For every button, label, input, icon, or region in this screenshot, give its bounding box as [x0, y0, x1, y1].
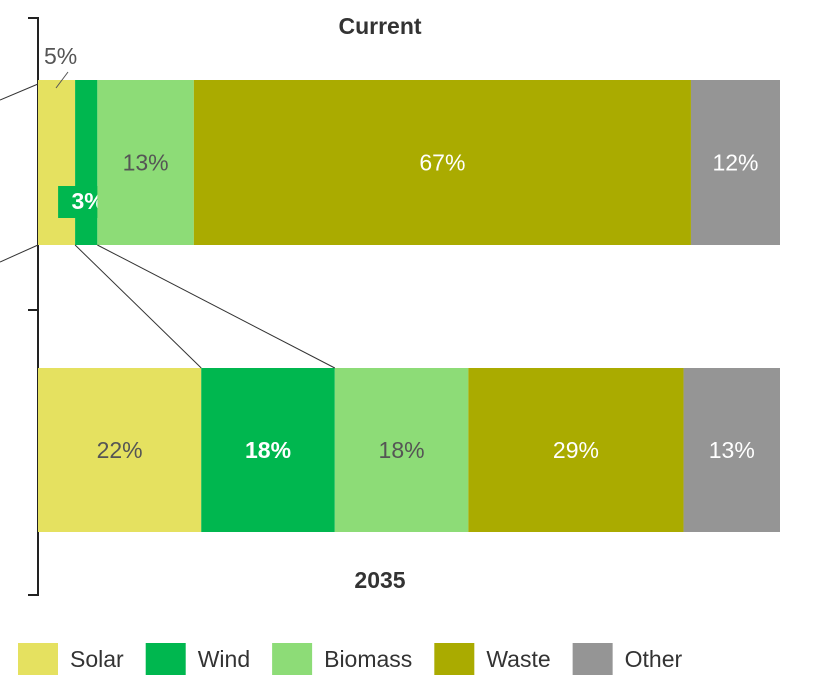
bar-segment [38, 368, 202, 532]
category-label: 2035 [354, 567, 405, 593]
legend-label: Biomass [324, 646, 412, 672]
connector [0, 244, 39, 263]
bar-segment [75, 80, 98, 245]
data-label: 13% [123, 150, 169, 176]
legend-swatch [272, 643, 313, 675]
legend-swatch [18, 643, 58, 675]
legend-label: Solar [70, 646, 124, 672]
leader-line [55, 71, 69, 89]
connector [0, 83, 39, 101]
data-label: 67% [419, 150, 465, 176]
category-axis [28, 17, 39, 596]
bar-segment [201, 368, 335, 532]
legend-label: Other [625, 646, 683, 672]
legend-swatch [434, 643, 475, 675]
data-label: 5% [44, 43, 77, 69]
bar-segment [468, 368, 684, 532]
legend-swatch [572, 643, 613, 675]
data-label: 18% [245, 437, 291, 463]
bar-segment [97, 80, 194, 245]
data-label: 13% [709, 437, 755, 463]
legend-label: Wind [198, 646, 250, 672]
bar-segment [690, 80, 780, 245]
legend-swatch [145, 643, 186, 675]
category-label: Current [338, 13, 421, 39]
bar-segment [683, 368, 780, 532]
connector [97, 244, 336, 369]
bar-segment [38, 80, 76, 245]
data-label: 29% [553, 437, 599, 463]
legend-label: Waste [486, 646, 550, 672]
data-label: 18% [379, 437, 425, 463]
bar-segment [193, 80, 691, 245]
bar-segment [334, 368, 469, 532]
data-label: 12% [712, 150, 758, 176]
data-label: 22% [97, 437, 143, 463]
connector [74, 244, 202, 369]
